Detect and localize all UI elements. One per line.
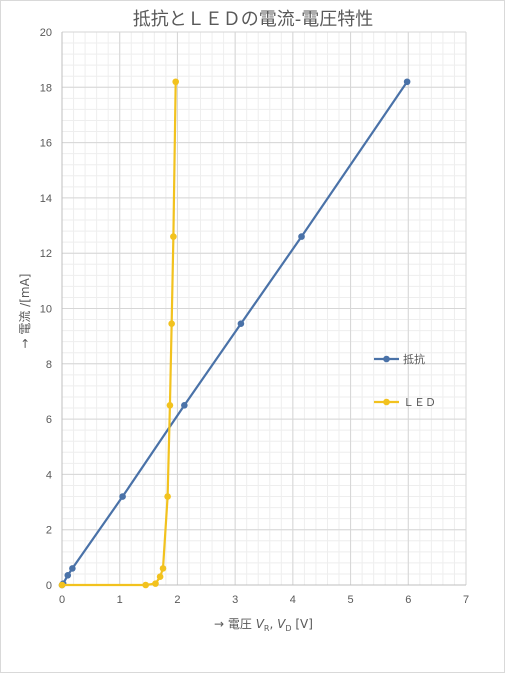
data-point (159, 565, 167, 572)
chart-title: 抵抗とＬＥＤの電流-電圧特性 (133, 9, 374, 30)
data-point (181, 401, 188, 409)
data-point (164, 493, 171, 500)
data-point (58, 581, 66, 589)
y-axis-label: → 電流 /[mA] (18, 274, 32, 349)
data-point (156, 573, 164, 581)
data-point (403, 78, 411, 86)
legend-swatch-marker (383, 398, 390, 406)
x-axis-label: → 電圧 VR, VD [V] (214, 617, 313, 633)
legend-swatch-marker (383, 355, 390, 363)
data-point (168, 320, 175, 328)
y-tick-label: 10 (40, 304, 52, 316)
y-tick-label: 4 (46, 469, 52, 481)
x-tick-label: 3 (232, 594, 238, 606)
x-tick-label: 6 (405, 594, 411, 606)
y-tick-label: 12 (40, 248, 52, 260)
y-tick-label: 18 (40, 82, 52, 94)
data-point (170, 233, 177, 240)
series-line-0 (61, 81, 409, 586)
data-point (119, 493, 126, 500)
y-tick-label: 6 (46, 414, 52, 426)
data-point (152, 580, 159, 587)
x-tick-label: 4 (290, 594, 296, 606)
x-tick-label: 2 (174, 594, 180, 606)
y-tick-label: 20 (40, 27, 52, 39)
data-point (142, 581, 149, 589)
data-point (166, 401, 174, 409)
x-tick-label: 0 (59, 594, 65, 606)
series-line-1 (62, 81, 177, 587)
data-point (298, 233, 305, 240)
y-tick-label: 14 (40, 193, 52, 205)
y-tick-label: 8 (46, 359, 52, 371)
x-tick-label: 5 (348, 594, 354, 606)
major-grid (61, 31, 467, 586)
y-tick-label: 2 (46, 525, 52, 537)
legend-label: ＬＥＤ (403, 396, 436, 409)
data-point (64, 572, 72, 579)
x-tick-label: 7 (463, 594, 469, 606)
legend-label: 抵抗 (403, 352, 425, 366)
y-tick-labels: 0 2 4 6 8 10 12 14 16 18 20 (40, 27, 52, 592)
legend: 抵抗 ＬＥＤ (374, 352, 436, 409)
y-tick-label: 0 (46, 580, 52, 592)
data-series (58, 78, 411, 589)
y-tick-label: 16 (40, 138, 52, 150)
data-point (172, 78, 179, 86)
x-tick-label: 1 (117, 594, 123, 606)
data-point (69, 565, 76, 572)
x-tick-labels: 0 1 2 3 4 5 6 7 (59, 594, 469, 606)
data-point (237, 320, 245, 328)
